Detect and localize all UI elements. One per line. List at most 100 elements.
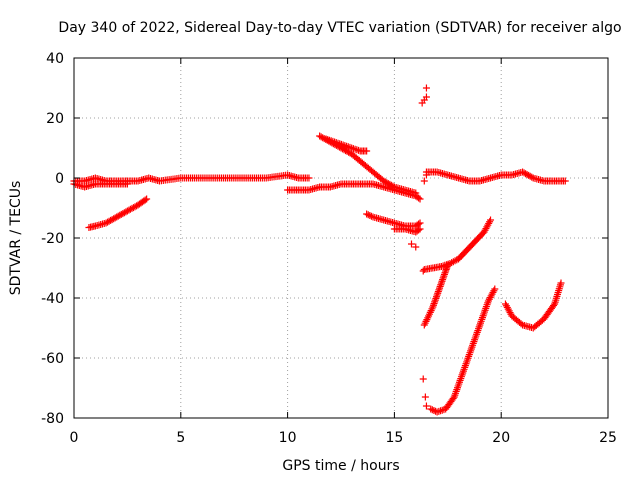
data-point — [430, 300, 438, 308]
data-point — [316, 132, 324, 140]
data-point — [433, 291, 441, 299]
data-points — [70, 84, 569, 416]
data-point — [381, 178, 389, 186]
series-arc-a — [70, 171, 313, 185]
data-point — [435, 286, 443, 294]
data-point — [486, 218, 494, 226]
data-point — [389, 182, 397, 190]
data-point — [119, 210, 127, 218]
data-point — [434, 289, 442, 297]
axis-ticks: 0 5 10 15 20 25 -80 -60 -40 -20 0 20 40 — [41, 51, 617, 446]
data-point — [386, 180, 394, 188]
data-point — [525, 171, 533, 179]
data-point — [117, 210, 125, 218]
data-point — [430, 407, 438, 414]
y-tick-label: -20 — [41, 231, 64, 247]
data-point — [122, 208, 130, 216]
series-arc-h — [390, 225, 424, 236]
data-point — [110, 215, 118, 223]
data-point — [420, 177, 428, 185]
data-point — [428, 406, 436, 414]
data-point — [431, 296, 439, 304]
data-point — [116, 211, 124, 219]
data-point — [384, 180, 392, 188]
chart-title: Day 340 of 2022, Sidereal Day-to-day VTE… — [58, 20, 621, 36]
series-arc-b — [70, 180, 131, 191]
data-point — [520, 169, 528, 177]
data-point — [528, 173, 536, 181]
data-point — [561, 177, 569, 185]
series-arc-d — [284, 180, 424, 203]
series-arc-g — [363, 210, 424, 230]
data-point — [131, 203, 139, 211]
data-point — [111, 214, 119, 222]
data-point — [415, 194, 423, 202]
data-point — [439, 276, 447, 284]
data-point — [342, 147, 350, 155]
data-point — [429, 303, 437, 311]
data-point — [440, 270, 448, 278]
series-arc-c — [85, 195, 151, 231]
data-point — [431, 298, 439, 306]
y-tick-label: -40 — [41, 291, 64, 307]
x-tick-label: 10 — [279, 430, 297, 446]
data-point — [427, 405, 435, 413]
data-point — [557, 279, 565, 287]
data-point — [522, 170, 530, 178]
x-axis-label: GPS time / hours — [282, 458, 399, 474]
data-point — [490, 287, 498, 295]
series-arc-l — [427, 285, 499, 416]
data-point — [367, 212, 375, 220]
series-arc-f — [322, 135, 371, 155]
data-point — [449, 395, 457, 402]
data-point — [421, 393, 429, 401]
data-point — [444, 261, 452, 269]
data-point — [437, 279, 445, 287]
x-tick-label: 25 — [599, 430, 617, 446]
x-tick-label: 15 — [385, 430, 403, 446]
data-point — [317, 133, 325, 141]
data-point — [102, 219, 110, 227]
data-point — [380, 177, 388, 185]
data-point — [128, 204, 136, 212]
data-point — [141, 196, 149, 204]
data-point — [439, 274, 447, 282]
x-tick-label: 0 — [70, 430, 79, 446]
data-point — [412, 189, 420, 197]
data-point — [416, 195, 424, 203]
data-point — [415, 220, 423, 228]
data-point — [440, 272, 448, 280]
data-point — [412, 243, 420, 251]
data-point — [126, 205, 134, 213]
data-point — [487, 216, 495, 224]
data-point — [422, 93, 430, 101]
data-point — [104, 218, 112, 226]
data-point — [383, 179, 391, 187]
series-arc-i — [422, 168, 569, 185]
data-point — [114, 212, 122, 220]
data-point — [130, 204, 138, 212]
y-tick-label: -60 — [41, 351, 64, 367]
data-point — [438, 277, 446, 285]
data-point — [429, 301, 437, 309]
data-point — [422, 402, 430, 410]
data-point — [143, 195, 151, 203]
series-arc-k — [420, 261, 452, 329]
data-point — [123, 207, 131, 215]
data-point — [407, 240, 415, 248]
data-point — [422, 84, 430, 92]
grid-lines — [74, 58, 608, 418]
series-arc-m — [501, 279, 565, 332]
data-point — [526, 172, 534, 180]
data-point — [436, 282, 444, 290]
data-point — [107, 216, 115, 224]
data-point — [523, 171, 531, 179]
data-point — [305, 174, 313, 182]
data-point — [363, 210, 371, 218]
data-point — [113, 213, 121, 221]
data-point — [550, 302, 558, 309]
data-point — [432, 294, 440, 302]
data-point — [387, 181, 395, 189]
data-point — [436, 284, 444, 292]
